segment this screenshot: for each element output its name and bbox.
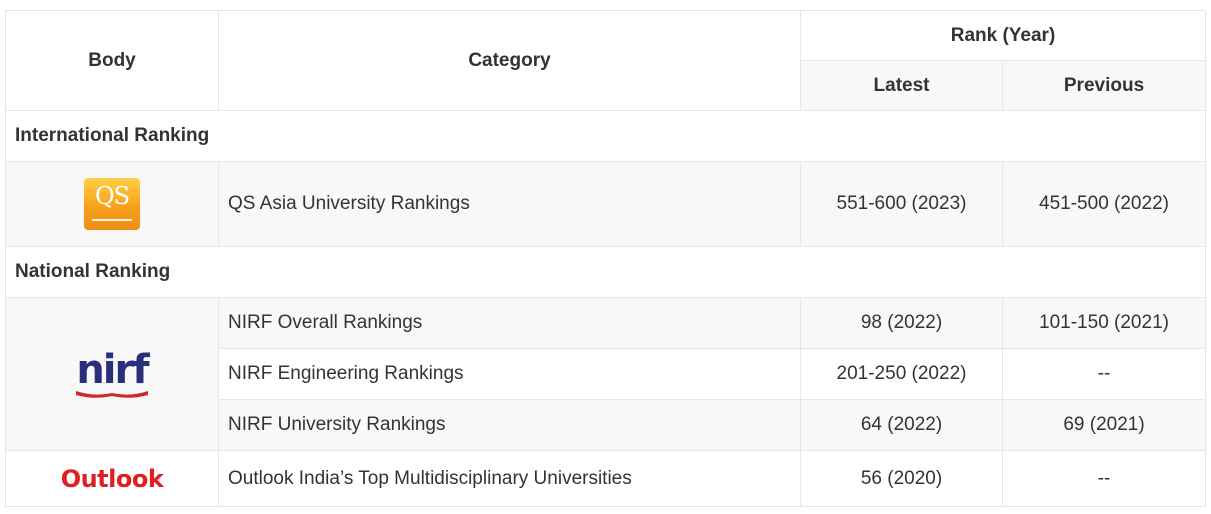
qs-logo-cell: QS (5, 161, 219, 247)
qs-logo-icon: QS (84, 178, 140, 230)
outlook-logo-cell: Outlook (5, 450, 219, 507)
table-row: NIRF University Rankings 64 (2022) 69 (2… (6, 399, 1207, 451)
table-row: nirf NIRF Overall Rankings 98 (2022) 101… (5, 297, 1207, 451)
row-category: NIRF University Rankings (218, 399, 801, 451)
row-previous: 451-500 (2022) (1001, 161, 1207, 247)
section-international-ranking: International Ranking (4, 110, 1207, 162)
header-body: Body (5, 10, 219, 111)
header-rank-year: Rank (Year) (799, 10, 1207, 61)
row-latest: 98 (2022) (800, 297, 1003, 349)
header-latest: Latest (800, 60, 1003, 111)
row-category: QS Asia University Rankings (218, 161, 801, 247)
rankings-table-container: Body Category Rank (Year) Latest Previou… (4, 10, 1207, 507)
row-latest: 551-600 (2023) (800, 161, 1003, 247)
table-row: QS QS Asia University Rankings 551-600 (… (5, 161, 1207, 247)
outlook-logo-icon: Outlook (60, 464, 164, 493)
table-row: Outlook Outlook India’s Top Multidiscipl… (5, 450, 1207, 507)
row-category: Outlook India’s Top Multidisciplinary Un… (218, 450, 801, 507)
nirf-logo-cell: nirf (5, 297, 219, 451)
section-national-ranking: National Ranking (4, 246, 1207, 298)
row-category: NIRF Engineering Rankings (218, 348, 801, 400)
row-previous: 101-150 (2021) (1001, 297, 1207, 349)
row-category: NIRF Overall Rankings (218, 297, 801, 349)
row-latest: 56 (2020) (800, 450, 1003, 507)
header-previous: Previous (1001, 60, 1207, 111)
row-latest: 64 (2022) (800, 399, 1003, 451)
row-previous: 69 (2021) (1001, 399, 1207, 451)
rankings-table: Body Category Rank (Year) Latest Previou… (4, 10, 1207, 507)
row-latest: 201-250 (2022) (800, 348, 1003, 400)
header-category: Category (218, 10, 801, 111)
nirf-logo-icon: nirf (74, 350, 150, 398)
row-previous: -- (1001, 348, 1207, 400)
row-previous: -- (1001, 450, 1207, 507)
table-row: NIRF Engineering Rankings 201-250 (2022)… (6, 348, 1207, 400)
